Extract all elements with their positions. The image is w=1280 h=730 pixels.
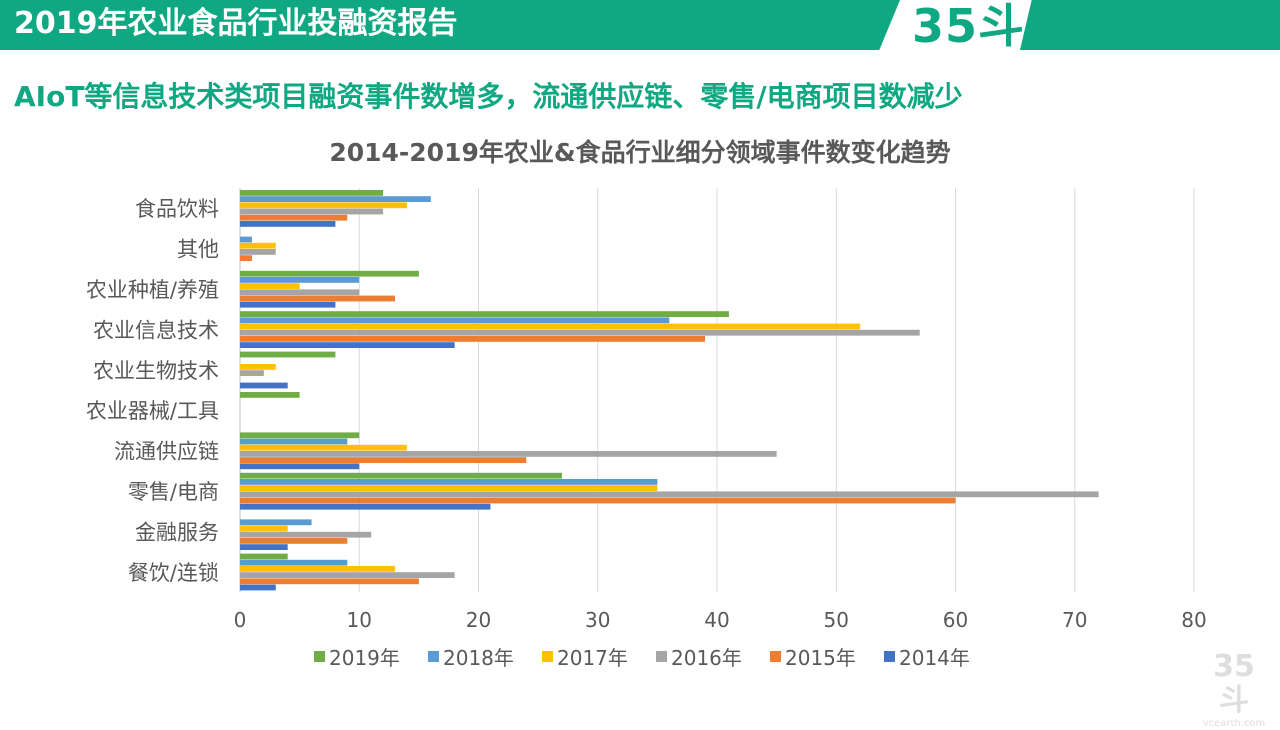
- watermark-logo-text: 35斗: [1213, 649, 1255, 718]
- x-tick-label: 50: [824, 608, 849, 632]
- bar: [240, 479, 658, 485]
- bar: [240, 323, 861, 330]
- bar: [240, 364, 276, 370]
- bar: [240, 336, 706, 342]
- x-tick-label: 60: [943, 608, 968, 632]
- bar: [240, 553, 288, 560]
- bar: [240, 438, 348, 445]
- bar: [240, 566, 396, 572]
- bar: [240, 208, 384, 215]
- bar: [240, 214, 348, 221]
- legend-swatch: [542, 651, 553, 662]
- category-label: 金融服务: [135, 520, 219, 544]
- bar: [240, 485, 658, 491]
- bar: [240, 351, 336, 358]
- category-label: 食品饮料: [135, 197, 219, 221]
- bar: [240, 255, 252, 261]
- bar: [240, 497, 956, 504]
- bar: [240, 221, 336, 227]
- legend-swatch: [770, 651, 781, 662]
- bar: [240, 472, 562, 479]
- bar: [240, 295, 396, 302]
- bar: [240, 444, 407, 451]
- bar: [240, 196, 431, 202]
- bar: [240, 249, 276, 255]
- legend-label: 2017年: [557, 646, 628, 670]
- bar: [240, 519, 312, 526]
- bar: [240, 190, 384, 196]
- legend-swatch: [428, 651, 439, 662]
- bar: [240, 572, 455, 578]
- bar: [240, 342, 455, 348]
- bar: [240, 491, 1099, 498]
- category-label: 零售/电商: [128, 480, 219, 504]
- bar: [240, 538, 348, 544]
- bar: [240, 578, 419, 585]
- bar: [240, 283, 300, 289]
- header-bar: [0, 0, 900, 50]
- x-tick-label: 40: [704, 608, 729, 632]
- category-label: 农业生物技术: [93, 359, 219, 383]
- legend-swatch: [314, 651, 325, 662]
- brand-logo: 35斗: [912, 0, 1026, 53]
- bar: [240, 202, 407, 209]
- bar: [240, 392, 300, 398]
- category-label: 流通供应链: [114, 440, 219, 464]
- bar: [240, 242, 276, 249]
- legend-label: 2015年: [785, 646, 856, 670]
- bar: [240, 301, 336, 308]
- x-tick-label: 30: [585, 608, 610, 632]
- legend-label: 2014年: [899, 646, 970, 670]
- bar: [240, 503, 491, 510]
- category-label: 农业种植/养殖: [86, 278, 219, 302]
- slide-subtitle: AIoT等信息技术类项目融资事件数增多，流通供应链、零售/电商项目数减少: [14, 80, 963, 113]
- bar: [240, 559, 348, 566]
- bar: [240, 270, 419, 277]
- bar: [240, 457, 527, 463]
- category-label: 农业器械/工具: [86, 399, 219, 423]
- legend-label: 2018年: [443, 646, 514, 670]
- bar: [240, 329, 920, 336]
- bar: [240, 432, 360, 439]
- bar: [240, 544, 288, 550]
- x-tick-label: 10: [347, 608, 372, 632]
- bar: [240, 531, 372, 538]
- bar: [240, 311, 729, 317]
- bar: [240, 525, 288, 532]
- chart-title: 2014-2019年农业&食品行业细分领域事件数变化趋势: [329, 138, 950, 167]
- bar: [240, 277, 360, 283]
- watermark-logo: 35斗 vcearth.com: [1200, 650, 1268, 730]
- bar: [240, 317, 670, 324]
- legend-swatch: [884, 651, 895, 662]
- x-tick-label: 80: [1181, 608, 1206, 632]
- bar: [240, 370, 264, 376]
- header-accent-bar: [1020, 0, 1280, 50]
- bar: [240, 584, 276, 591]
- bar: [240, 289, 360, 296]
- bar: [240, 451, 777, 457]
- x-tick-label: 70: [1062, 608, 1087, 632]
- x-tick-label: 0: [234, 608, 247, 632]
- bar: [240, 382, 288, 389]
- legend-label: 2019年: [329, 646, 400, 670]
- legend-label: 2016年: [671, 646, 742, 670]
- category-label: 农业信息技术: [93, 318, 219, 342]
- legend-swatch: [656, 651, 667, 662]
- x-tick-label: 20: [466, 608, 491, 632]
- bar: [240, 236, 252, 243]
- bar: [240, 463, 360, 470]
- report-title: 2019年农业食品行业投融资报告: [14, 6, 458, 41]
- category-label: 餐饮/连锁: [128, 561, 219, 585]
- category-label: 其他: [177, 238, 219, 262]
